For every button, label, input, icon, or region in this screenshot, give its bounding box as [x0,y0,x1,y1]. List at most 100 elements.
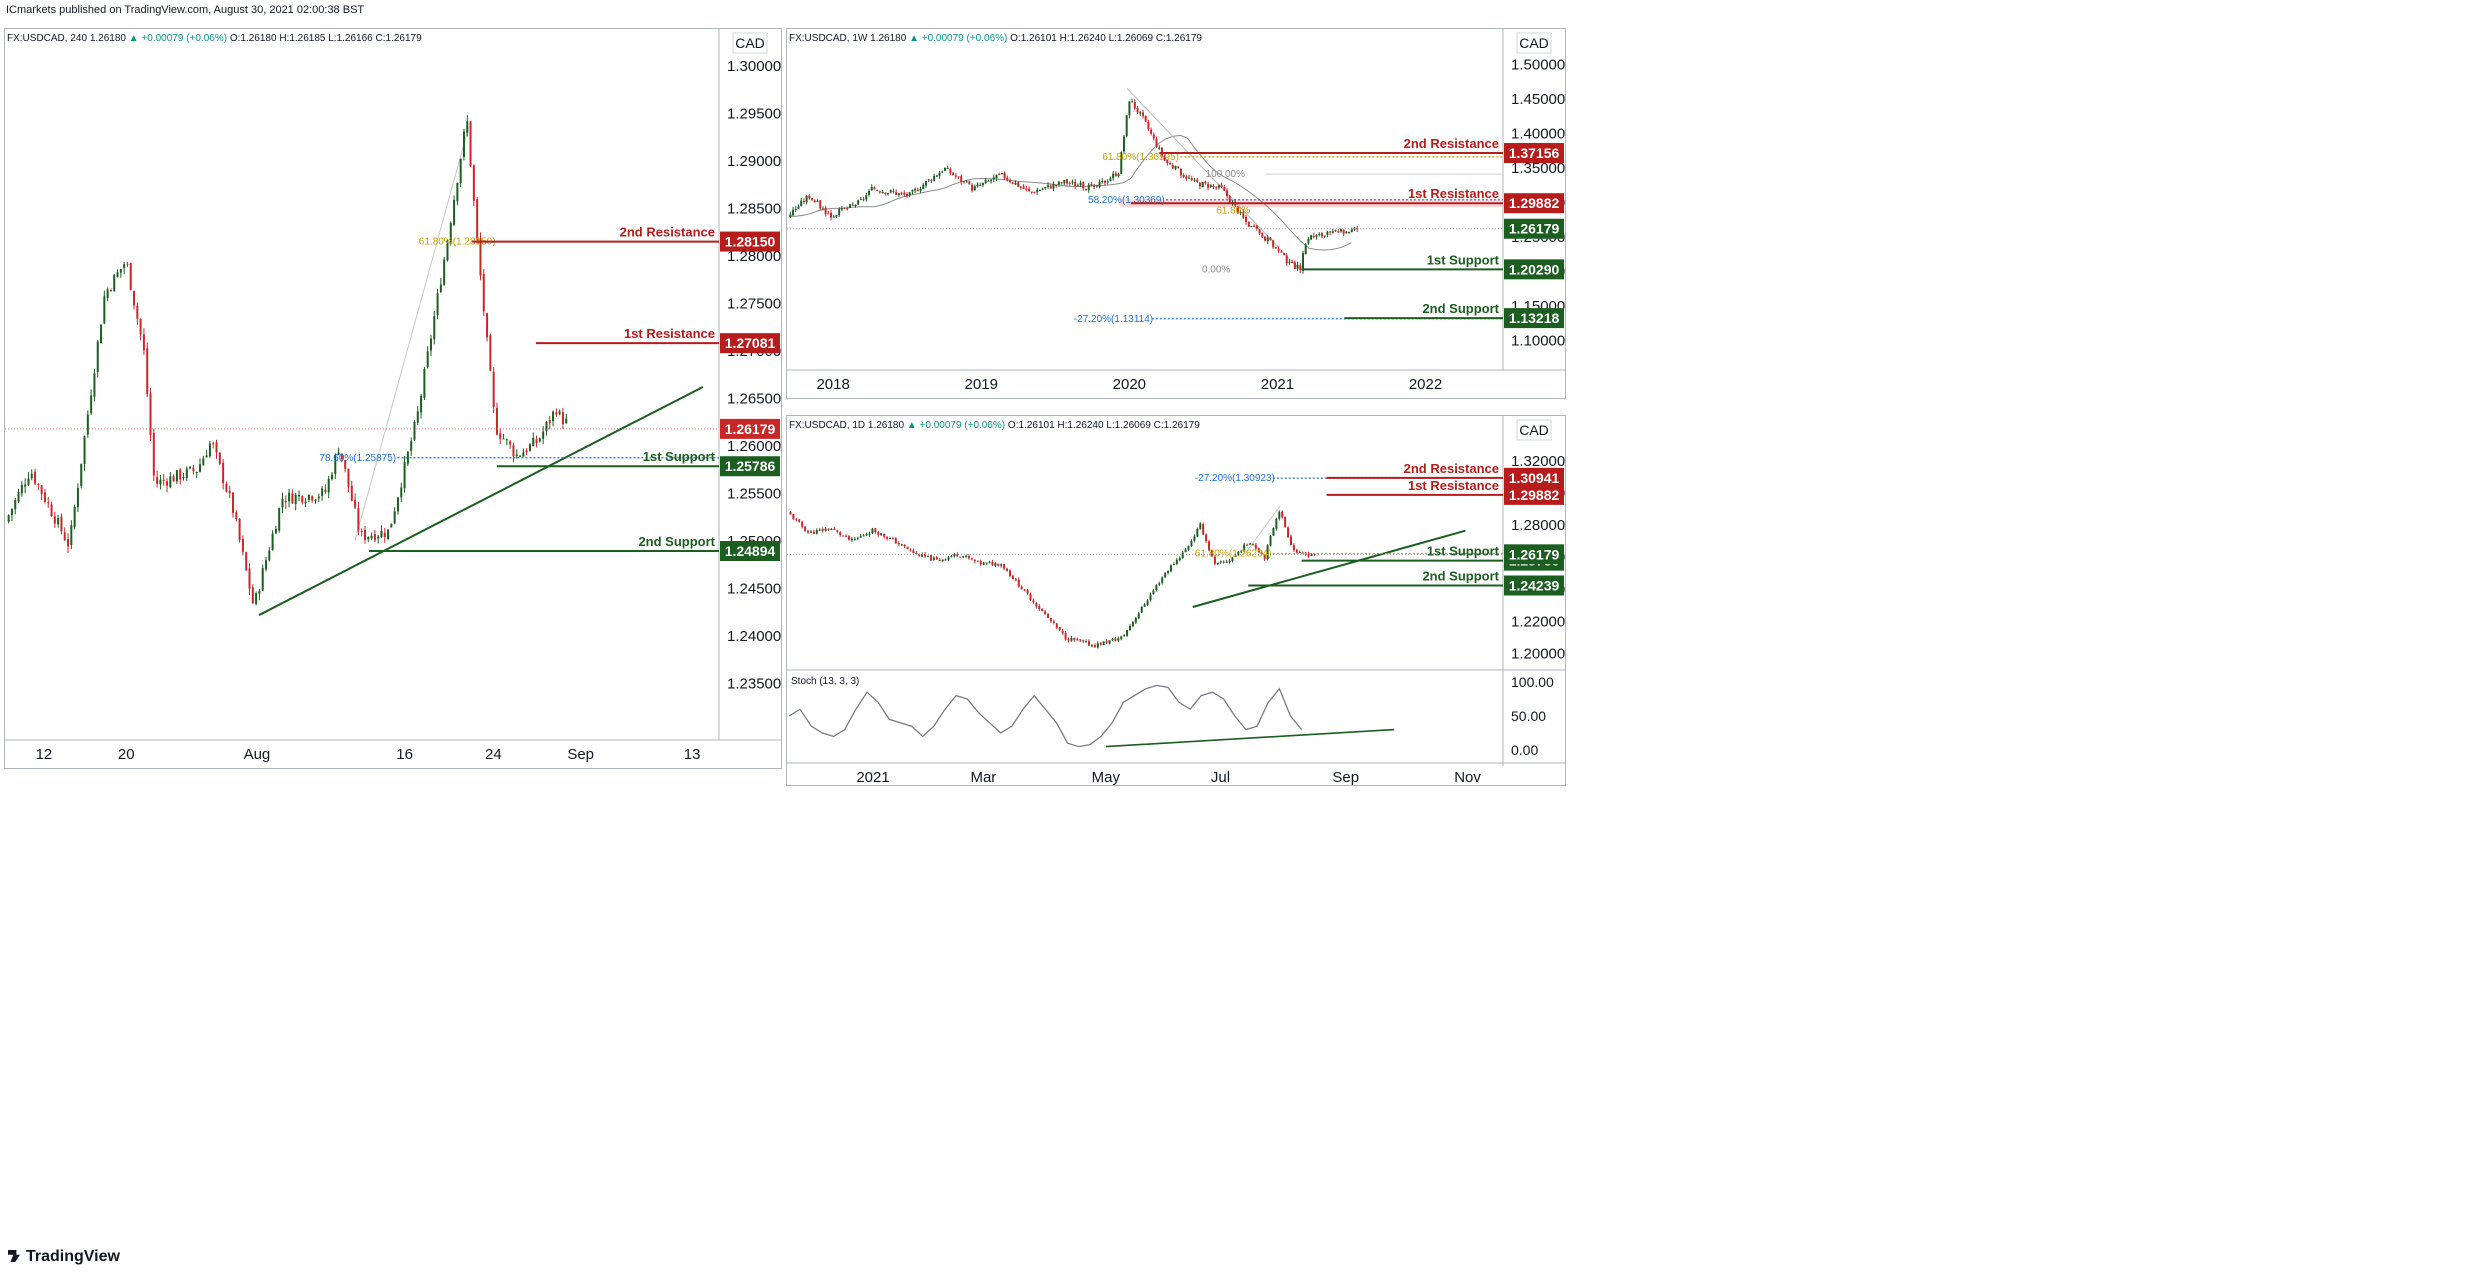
w1-candle-body [1247,221,1250,227]
h4-candle-body [321,488,324,496]
w1-candle-body [792,209,795,216]
h4-level-tag [720,456,780,477]
d1-candle-body [1155,585,1158,590]
d1-candle-body [877,532,880,535]
d1-candle-body [1067,639,1070,641]
d1-candle-body [824,528,827,531]
w1-candle-body [1174,165,1177,169]
d1-candle-body [1263,554,1266,560]
d1-candle-body [815,530,818,534]
d1-level-value: 1.24239 [1509,577,1560,593]
weekly-chart-panel[interactable]: FX:USDCAD, 1W 1.26180 ▲ +0.00079 (+0.06%… [786,28,1566,399]
d1-candle-body [1205,534,1208,542]
w1-candle-body [1041,188,1044,190]
d1-candle-body [1167,570,1170,574]
d1-candle-body [886,537,889,539]
w1-candle-body [1274,247,1277,249]
w1-candle-body [949,168,952,174]
h4-candle-body [479,238,482,276]
d1-header-open: O:1.26101 [1008,420,1057,431]
d1-candle-body [1284,516,1287,528]
w1-candle-body [924,181,927,186]
w1-candle-body [960,176,963,182]
d1-candle-body [868,533,871,535]
w1-candle-body [1131,101,1134,103]
d1-candle-body [915,552,918,554]
h4-candle-body [34,471,37,484]
d1-candle-body [1295,549,1298,553]
w1-candle-body [1272,240,1275,248]
w1-candle-body [1318,233,1321,235]
d1-candle-body [1240,551,1243,553]
h4-candle-body [258,591,261,594]
d1-candle-body [927,555,930,557]
h4-candle-body [396,497,399,512]
h4-y-tick: 1.26000 [727,438,781,455]
w1-candle-body [1293,262,1296,270]
d1-stoch-trendline [1105,728,1395,748]
d1-candle-body [821,529,824,531]
h4-candle-body [37,484,40,486]
h4-candle-body [248,568,251,589]
d1-level-tag [1504,484,1564,505]
w1-candle-body [1212,185,1215,187]
w1-y-tick: 1.10000 [1511,332,1565,349]
h4-candle-body [327,479,330,493]
h4-candle-body [106,289,109,299]
d1-candle-body [1184,549,1187,553]
w1-candle-body [1261,232,1264,238]
h4-candle-body [133,290,136,306]
w1-candle-body [1019,186,1022,188]
h4-candle-body [340,453,343,460]
h4-candle-body [86,414,89,435]
h4-candle-body [317,496,320,499]
h4-candle-body [528,444,531,451]
w1-fib-label: 61.80%(1.36595) [1102,152,1179,163]
w1-candle-body [1163,156,1166,161]
w1-candle-body [943,167,946,171]
w1-candle-body [1255,225,1258,229]
d1-header-low: L:1.26069 [1106,420,1153,431]
w1-candle-body [1057,181,1060,185]
d1-candle-body [1196,528,1199,537]
d1-header-close: C:1.26179 [1154,420,1201,431]
h4-candle-body [472,165,475,201]
h4-x-tick: 12 [36,746,53,763]
w1-candle-body [1250,226,1253,228]
w1-header: FX:USDCAD, 1W 1.26180 ▲ +0.00079 (+0.06%… [789,33,1202,44]
d1-header: FX:USDCAD, 1D 1.26180 ▲ +0.00079 (+0.06%… [789,420,1200,431]
d1-candle-body [1003,564,1006,569]
d1-candle-body [842,535,845,537]
h4-candle-body [552,411,555,422]
w1-candle-body [1239,211,1242,214]
d1-candle-body [1032,600,1035,603]
w1-candle-body [1215,187,1218,189]
w1-candle-body [1006,177,1009,181]
w1-candle-body [892,191,895,193]
d1-candle-body [1102,641,1105,646]
h4-chart-panel[interactable]: FX:USDCAD, 240 1.26180 ▲ +0.00079 (+0.06… [4,28,782,769]
w1-candle-body [1280,251,1283,253]
d1-level-label: 2nd Support [1422,568,1499,583]
d1-candle-body [845,535,848,537]
d1-candle-body [991,561,994,566]
d1-candle-body [1014,579,1017,581]
h4-candle-body [476,199,479,240]
w1-candle-body [1038,189,1041,191]
daily-chart-panel[interactable]: FX:USDCAD, 1D 1.26180 ▲ +0.00079 (+0.06%… [786,415,1566,786]
h4-level-tag [720,333,780,354]
w1-candle-body [1285,255,1288,264]
h4-level-label: 1st Support [643,449,716,464]
w1-candle-body [1150,129,1153,134]
d1-candle-body [789,511,792,515]
h4-y-tick: 1.30000 [727,58,781,75]
d1-candle-body [1181,552,1184,559]
d1-candle-body [1275,518,1278,529]
h4-candle-body [456,182,459,202]
w1-candle-body [922,184,925,190]
h4-candle-body [261,568,264,591]
d1-candle-body [1289,536,1292,545]
h4-x-tick: Aug [244,746,271,763]
d1-candle-body [1222,561,1225,563]
w1-candle-body [1028,188,1031,191]
